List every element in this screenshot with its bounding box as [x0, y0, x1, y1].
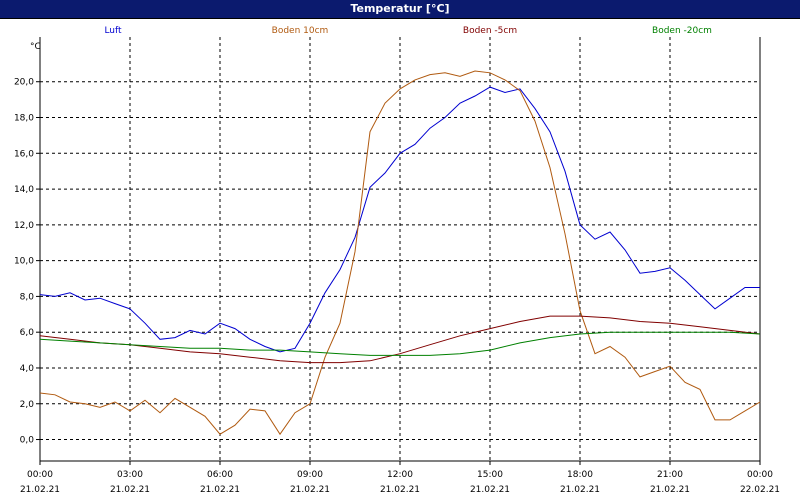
x-tick-time: 12:00: [387, 470, 413, 480]
legend-entry: Boden 10cm: [272, 26, 329, 36]
temperature-chart: 0,02,04,06,08,010,012,014,016,018,020,0 …: [14, 26, 780, 495]
y-tick-label: 18,0: [14, 114, 34, 124]
x-tick-date: 21.02.21: [20, 485, 60, 495]
y-tick-label: 4,0: [20, 364, 35, 374]
x-tick-time: 15:00: [477, 470, 503, 480]
x-tick-date: 21.02.21: [380, 485, 420, 495]
x-tick-time: 03:00: [117, 470, 143, 480]
x-tick-time: 18:00: [567, 470, 593, 480]
series-lines: [39, 70, 761, 436]
x-axis-ticks: 00:00 21.02.21 03:00 21.02.21 06:00 21.02.21 0…: [20, 461, 780, 495]
x-tick-date: 21.02.21: [200, 485, 240, 495]
y-tick-label: 14,0: [14, 185, 34, 195]
series-line-1: [39, 70, 761, 436]
y-tick-label: 8,0: [20, 292, 35, 302]
y-tick-label: 20,0: [14, 78, 34, 88]
y-tick-label: 0,0: [20, 436, 35, 446]
y-tick-label: 12,0: [14, 221, 34, 231]
x-tick-time: 06:00: [207, 470, 233, 480]
legend: Luft Boden 10cm Boden -5cm Boden -20cm: [104, 26, 712, 36]
series-line-3: [39, 331, 761, 356]
chart-title: Temperatur [°C]: [0, 0, 800, 19]
grid-lines: [40, 37, 760, 461]
x-tick-time: 00:00: [27, 470, 53, 480]
x-tick-time: 09:00: [297, 470, 323, 480]
y-tick-label: 10,0: [14, 257, 34, 267]
y-axis-ticks: 0,0 2,0 4,0 6,0 8,0 10,0 12,0 14,0 16,0 18,0 20,0: [14, 78, 40, 446]
series-line-0: [39, 86, 760, 353]
x-tick-time: 21:00: [657, 470, 683, 480]
y-tick-label: 16,0: [14, 149, 34, 159]
y-tick-label: 2,0: [20, 400, 35, 410]
x-tick-date: 21.02.21: [560, 485, 600, 495]
x-tick-time: 00:00: [747, 470, 773, 480]
y-axis-unit-label: °C: [30, 42, 41, 52]
x-tick-date: 21.02.21: [650, 485, 690, 495]
x-tick-date: 22.02.21: [740, 485, 780, 495]
x-tick-date: 21.02.21: [470, 485, 510, 495]
y-tick-label: 6,0: [20, 328, 35, 338]
x-tick-date: 21.02.21: [110, 485, 150, 495]
legend-entry: Boden -20cm: [652, 26, 712, 36]
legend-entry: Luft: [104, 26, 122, 36]
x-tick-date: 21.02.21: [290, 485, 330, 495]
legend-entry: Boden -5cm: [463, 26, 517, 36]
chart-panel: 0,0 2,0 4,0 6,0 8,0 10,0 12,0 14,0 16,0 18,0 20,0 …: [0, 19, 800, 500]
series-line-2: [39, 315, 761, 364]
